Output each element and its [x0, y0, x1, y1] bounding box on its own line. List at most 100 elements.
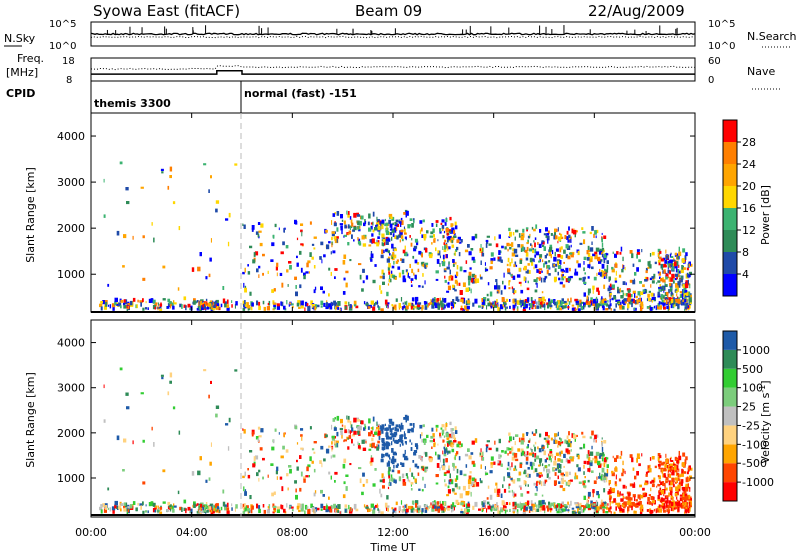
velocity-pixel [103, 508, 107, 513]
velocity-pixel [592, 457, 596, 461]
velocity-pixel [311, 448, 315, 451]
power-pixel [259, 242, 263, 247]
velocity-pixel [412, 460, 415, 463]
power-pixel [516, 300, 520, 305]
velocity-pixel [605, 502, 607, 505]
velocity-pixel [326, 448, 330, 454]
velocity-pixel [400, 462, 402, 465]
power-pixel [372, 279, 376, 284]
power-pixel [197, 266, 201, 272]
velocity-pixel [684, 498, 689, 501]
velocity-pixel [107, 487, 110, 491]
power-pixel [479, 248, 481, 252]
power-pixel [343, 254, 347, 259]
velocity-pixel [528, 440, 531, 443]
velocity-pixel [356, 419, 361, 422]
velocity-pixel [543, 437, 547, 440]
velocity-pixel [328, 496, 330, 500]
velocity-pixel [546, 457, 549, 460]
velocity-colorbar-swatch [723, 331, 737, 350]
velocity-pixel [506, 447, 510, 451]
power-pixel [636, 252, 641, 255]
velocity-pixel [541, 494, 544, 497]
power-pixel [509, 231, 512, 237]
power-pixel [587, 304, 592, 307]
velocity-pixel [583, 505, 586, 510]
power-pixel [400, 229, 404, 233]
power-pixel [493, 257, 496, 261]
power-pixel [452, 299, 455, 303]
velocity-pixel [199, 506, 202, 509]
power-pixel [582, 306, 585, 310]
velocity-pixel [413, 452, 417, 456]
power-pixel [370, 258, 373, 262]
power-pixel [429, 254, 433, 259]
power-pixel [390, 232, 392, 236]
power-pixel [273, 305, 276, 310]
power-pixel [684, 255, 687, 260]
velocity-pixel [347, 429, 350, 434]
power-pixel [357, 225, 360, 231]
velocity-pixel [515, 468, 518, 471]
power-pixel [256, 300, 259, 306]
velocity-pixel [589, 436, 592, 439]
velocity-pixel [158, 505, 160, 509]
velocity-pixel [554, 435, 556, 440]
velocity-pixel [468, 455, 472, 460]
velocity-pixel [347, 437, 349, 440]
velocity-pixel [286, 473, 289, 477]
power-pixel [667, 273, 669, 279]
power-pixel [276, 305, 280, 310]
velocity-pixel [167, 391, 170, 396]
power-pixel [672, 304, 675, 309]
velocity-pixel [669, 463, 673, 467]
velocity-pixel [665, 453, 667, 458]
power-pixel [358, 263, 362, 266]
velocity-pixel [498, 454, 501, 460]
power-pixel [667, 265, 670, 268]
velocity-pixel [656, 485, 658, 488]
power-pixel [451, 306, 453, 310]
power-pixel [566, 236, 569, 240]
velocity-pixel [487, 505, 491, 510]
power-pixel [504, 246, 507, 250]
power-pixel [257, 233, 260, 238]
velocity-pixel [202, 506, 204, 511]
velocity-pixel [448, 465, 450, 469]
velocity-pixel [425, 468, 428, 472]
power-pixel [649, 260, 651, 265]
velocity-pixel [621, 493, 624, 496]
velocity-pixel [616, 455, 619, 459]
power-pixel [337, 307, 340, 310]
velocity-pixel [116, 435, 120, 441]
power-pixel [463, 297, 466, 303]
power-pixel [420, 262, 424, 265]
velocity-pixel [599, 452, 602, 456]
power-pixel [170, 305, 172, 309]
velocity-pixel [550, 458, 552, 463]
power-pixel [276, 272, 278, 277]
velocity-pixel [447, 489, 451, 494]
power-pixel [515, 302, 517, 307]
power-pixel [657, 303, 660, 307]
power-pixel [538, 297, 542, 302]
velocity-pixel [553, 439, 557, 444]
power-pixel [357, 237, 359, 241]
power-pixel [421, 305, 424, 310]
power-pixel [570, 244, 572, 248]
velocity-pixel [140, 505, 142, 510]
velocity-pixel [664, 487, 668, 491]
power-pixel [489, 266, 493, 270]
velocity-pixel [685, 506, 688, 509]
velocity-pixel [648, 468, 652, 473]
velocity-pixel [595, 500, 598, 505]
velocity-pixel [579, 502, 582, 508]
power-pixel [553, 234, 557, 240]
velocity-pixel [460, 511, 464, 514]
velocity-pixel [471, 481, 475, 487]
power-pixel [369, 257, 373, 260]
power-pixel [682, 248, 686, 253]
velocity-pixel [251, 505, 254, 510]
power-pixel [353, 239, 355, 242]
power-pixel [617, 286, 619, 291]
